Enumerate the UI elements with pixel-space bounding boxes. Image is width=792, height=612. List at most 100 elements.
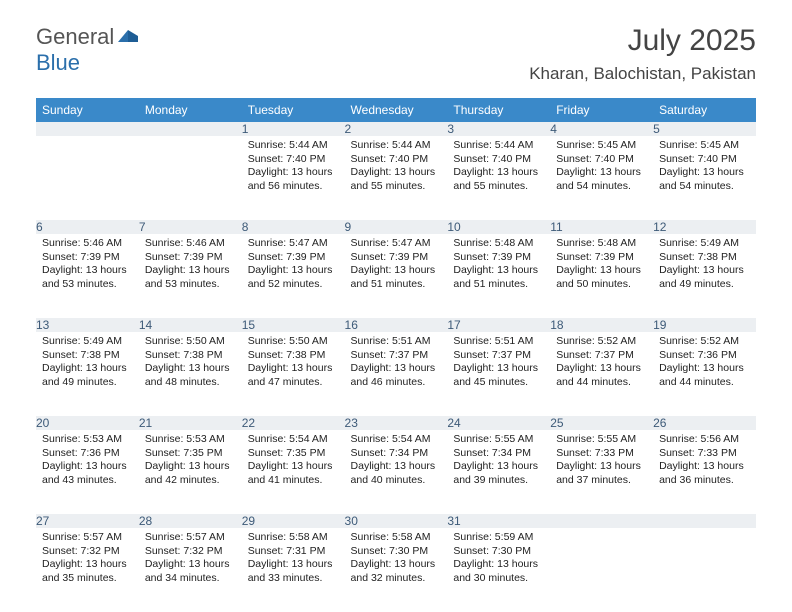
day-cell: Sunrise: 5:48 AMSunset: 7:39 PMDaylight:… bbox=[447, 234, 550, 318]
day-details: Sunrise: 5:44 AMSunset: 7:40 PMDaylight:… bbox=[242, 136, 345, 200]
day-cell: Sunrise: 5:59 AMSunset: 7:30 PMDaylight:… bbox=[447, 528, 550, 612]
day-details: Sunrise: 5:48 AMSunset: 7:39 PMDaylight:… bbox=[550, 234, 653, 298]
logo-blue-wrap: Blue bbox=[36, 50, 80, 76]
day-cell: Sunrise: 5:50 AMSunset: 7:38 PMDaylight:… bbox=[139, 332, 242, 416]
day-cell: Sunrise: 5:45 AMSunset: 7:40 PMDaylight:… bbox=[653, 136, 756, 220]
calendar-body: 12345Sunrise: 5:44 AMSunset: 7:40 PMDayl… bbox=[36, 122, 756, 612]
day-number: 8 bbox=[242, 220, 345, 234]
day-number: 7 bbox=[139, 220, 242, 234]
daybody-row: Sunrise: 5:49 AMSunset: 7:38 PMDaylight:… bbox=[36, 332, 756, 416]
day-details: Sunrise: 5:55 AMSunset: 7:34 PMDaylight:… bbox=[447, 430, 550, 494]
daybody-row: Sunrise: 5:57 AMSunset: 7:32 PMDaylight:… bbox=[36, 528, 756, 612]
day-cell: Sunrise: 5:58 AMSunset: 7:30 PMDaylight:… bbox=[345, 528, 448, 612]
day-number: 22 bbox=[242, 416, 345, 430]
empty-day-cell bbox=[36, 136, 139, 220]
daybody-row: Sunrise: 5:53 AMSunset: 7:36 PMDaylight:… bbox=[36, 430, 756, 514]
day-cell: Sunrise: 5:44 AMSunset: 7:40 PMDaylight:… bbox=[447, 136, 550, 220]
day-details: Sunrise: 5:59 AMSunset: 7:30 PMDaylight:… bbox=[447, 528, 550, 592]
day-cell: Sunrise: 5:50 AMSunset: 7:38 PMDaylight:… bbox=[242, 332, 345, 416]
day-details: Sunrise: 5:51 AMSunset: 7:37 PMDaylight:… bbox=[447, 332, 550, 396]
day-number: 14 bbox=[139, 318, 242, 332]
daybody-row: Sunrise: 5:44 AMSunset: 7:40 PMDaylight:… bbox=[36, 136, 756, 220]
day-number: 25 bbox=[550, 416, 653, 430]
day-number: 3 bbox=[447, 122, 550, 136]
day-details: Sunrise: 5:50 AMSunset: 7:38 PMDaylight:… bbox=[242, 332, 345, 396]
day-details: Sunrise: 5:52 AMSunset: 7:37 PMDaylight:… bbox=[550, 332, 653, 396]
day-number: 20 bbox=[36, 416, 139, 430]
day-cell: Sunrise: 5:52 AMSunset: 7:37 PMDaylight:… bbox=[550, 332, 653, 416]
day-cell: Sunrise: 5:47 AMSunset: 7:39 PMDaylight:… bbox=[242, 234, 345, 318]
empty-day-number bbox=[550, 514, 653, 528]
day-number: 27 bbox=[36, 514, 139, 528]
day-cell: Sunrise: 5:53 AMSunset: 7:35 PMDaylight:… bbox=[139, 430, 242, 514]
day-cell: Sunrise: 5:46 AMSunset: 7:39 PMDaylight:… bbox=[36, 234, 139, 318]
day-cell: Sunrise: 5:56 AMSunset: 7:33 PMDaylight:… bbox=[653, 430, 756, 514]
weekday-header: Friday bbox=[550, 98, 653, 122]
day-details: Sunrise: 5:45 AMSunset: 7:40 PMDaylight:… bbox=[653, 136, 756, 200]
day-cell: Sunrise: 5:46 AMSunset: 7:39 PMDaylight:… bbox=[139, 234, 242, 318]
day-details: Sunrise: 5:58 AMSunset: 7:30 PMDaylight:… bbox=[345, 528, 448, 592]
day-details: Sunrise: 5:54 AMSunset: 7:34 PMDaylight:… bbox=[345, 430, 448, 494]
day-details: Sunrise: 5:56 AMSunset: 7:33 PMDaylight:… bbox=[653, 430, 756, 494]
empty-day-cell bbox=[550, 528, 653, 612]
empty-day-number bbox=[36, 122, 139, 136]
header: General July 2025 Kharan, Balochistan, P… bbox=[0, 0, 792, 90]
day-details: Sunrise: 5:47 AMSunset: 7:39 PMDaylight:… bbox=[345, 234, 448, 298]
daynum-row: 20212223242526 bbox=[36, 416, 756, 430]
day-cell: Sunrise: 5:58 AMSunset: 7:31 PMDaylight:… bbox=[242, 528, 345, 612]
day-details: Sunrise: 5:47 AMSunset: 7:39 PMDaylight:… bbox=[242, 234, 345, 298]
day-details: Sunrise: 5:49 AMSunset: 7:38 PMDaylight:… bbox=[653, 234, 756, 298]
day-details: Sunrise: 5:53 AMSunset: 7:35 PMDaylight:… bbox=[139, 430, 242, 494]
day-details: Sunrise: 5:57 AMSunset: 7:32 PMDaylight:… bbox=[139, 528, 242, 592]
day-cell: Sunrise: 5:54 AMSunset: 7:34 PMDaylight:… bbox=[345, 430, 448, 514]
day-details: Sunrise: 5:55 AMSunset: 7:33 PMDaylight:… bbox=[550, 430, 653, 494]
day-cell: Sunrise: 5:52 AMSunset: 7:36 PMDaylight:… bbox=[653, 332, 756, 416]
day-details: Sunrise: 5:46 AMSunset: 7:39 PMDaylight:… bbox=[36, 234, 139, 298]
day-cell: Sunrise: 5:54 AMSunset: 7:35 PMDaylight:… bbox=[242, 430, 345, 514]
day-details: Sunrise: 5:46 AMSunset: 7:39 PMDaylight:… bbox=[139, 234, 242, 298]
weekday-header: Monday bbox=[139, 98, 242, 122]
day-number: 12 bbox=[653, 220, 756, 234]
day-details: Sunrise: 5:51 AMSunset: 7:37 PMDaylight:… bbox=[345, 332, 448, 396]
weekday-header: Thursday bbox=[447, 98, 550, 122]
empty-day-cell bbox=[139, 136, 242, 220]
day-details: Sunrise: 5:58 AMSunset: 7:31 PMDaylight:… bbox=[242, 528, 345, 592]
day-cell: Sunrise: 5:51 AMSunset: 7:37 PMDaylight:… bbox=[447, 332, 550, 416]
day-number: 29 bbox=[242, 514, 345, 528]
title-block: July 2025 Kharan, Balochistan, Pakistan bbox=[529, 24, 756, 84]
day-cell: Sunrise: 5:44 AMSunset: 7:40 PMDaylight:… bbox=[242, 136, 345, 220]
calendar-table: SundayMondayTuesdayWednesdayThursdayFrid… bbox=[36, 98, 756, 612]
weekday-header: Wednesday bbox=[345, 98, 448, 122]
day-details: Sunrise: 5:48 AMSunset: 7:39 PMDaylight:… bbox=[447, 234, 550, 298]
weekday-header: Saturday bbox=[653, 98, 756, 122]
weekday-header-row: SundayMondayTuesdayWednesdayThursdayFrid… bbox=[36, 98, 756, 122]
logo: General bbox=[36, 24, 142, 50]
day-number: 18 bbox=[550, 318, 653, 332]
day-cell: Sunrise: 5:53 AMSunset: 7:36 PMDaylight:… bbox=[36, 430, 139, 514]
logo-text-general: General bbox=[36, 24, 114, 50]
day-number: 19 bbox=[653, 318, 756, 332]
day-cell: Sunrise: 5:49 AMSunset: 7:38 PMDaylight:… bbox=[36, 332, 139, 416]
day-number: 16 bbox=[345, 318, 448, 332]
day-cell: Sunrise: 5:55 AMSunset: 7:34 PMDaylight:… bbox=[447, 430, 550, 514]
daynum-row: 6789101112 bbox=[36, 220, 756, 234]
day-cell: Sunrise: 5:47 AMSunset: 7:39 PMDaylight:… bbox=[345, 234, 448, 318]
day-details: Sunrise: 5:54 AMSunset: 7:35 PMDaylight:… bbox=[242, 430, 345, 494]
day-number: 11 bbox=[550, 220, 653, 234]
day-number: 6 bbox=[36, 220, 139, 234]
empty-day-cell bbox=[653, 528, 756, 612]
day-cell: Sunrise: 5:55 AMSunset: 7:33 PMDaylight:… bbox=[550, 430, 653, 514]
day-number: 13 bbox=[36, 318, 139, 332]
weekday-header: Tuesday bbox=[242, 98, 345, 122]
day-number: 28 bbox=[139, 514, 242, 528]
day-details: Sunrise: 5:44 AMSunset: 7:40 PMDaylight:… bbox=[345, 136, 448, 200]
day-cell: Sunrise: 5:45 AMSunset: 7:40 PMDaylight:… bbox=[550, 136, 653, 220]
day-details: Sunrise: 5:45 AMSunset: 7:40 PMDaylight:… bbox=[550, 136, 653, 200]
day-details: Sunrise: 5:57 AMSunset: 7:32 PMDaylight:… bbox=[36, 528, 139, 592]
day-number: 2 bbox=[345, 122, 448, 136]
day-number: 15 bbox=[242, 318, 345, 332]
day-cell: Sunrise: 5:57 AMSunset: 7:32 PMDaylight:… bbox=[36, 528, 139, 612]
day-details: Sunrise: 5:44 AMSunset: 7:40 PMDaylight:… bbox=[447, 136, 550, 200]
daynum-row: 12345 bbox=[36, 122, 756, 136]
daynum-row: 13141516171819 bbox=[36, 318, 756, 332]
